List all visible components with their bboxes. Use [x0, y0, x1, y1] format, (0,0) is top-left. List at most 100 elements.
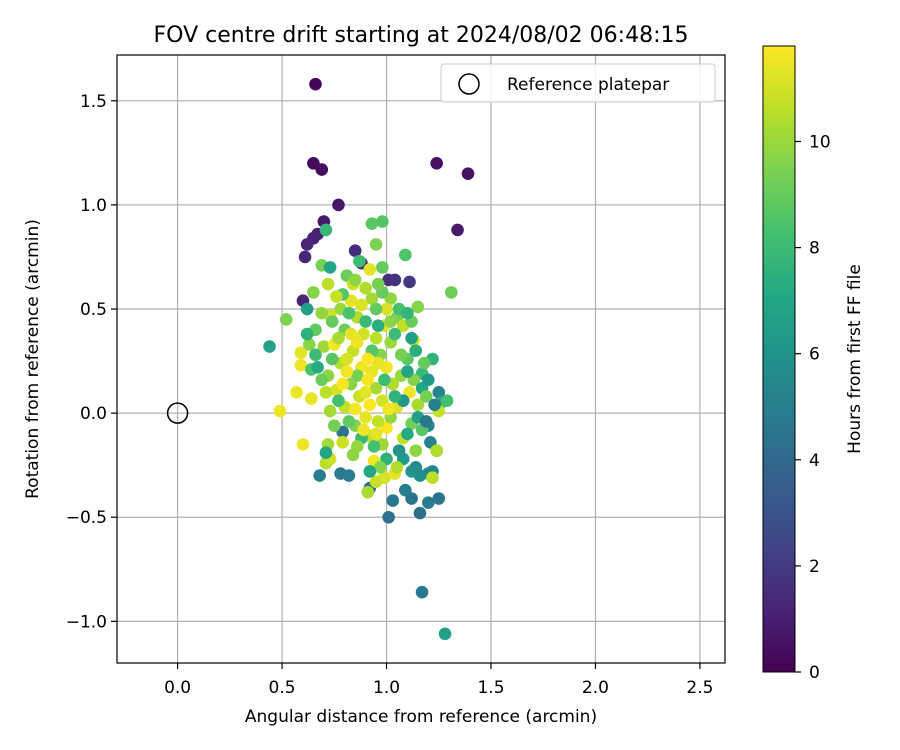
data-point [430, 444, 443, 457]
data-point [319, 386, 333, 399]
plot-frame [116, 54, 726, 664]
data-point [438, 627, 452, 641]
legend-marker-icon [458, 73, 480, 95]
colorbar-tick-label: 4 [809, 451, 820, 471]
data-point [348, 244, 362, 258]
colorbar-tick-label: 10 [809, 132, 831, 152]
data-point [367, 440, 381, 453]
data-point [382, 510, 395, 524]
data-point [363, 465, 377, 478]
data-point [350, 440, 364, 453]
data-point [401, 306, 414, 320]
data-point [319, 446, 333, 459]
data-point [309, 77, 322, 91]
y-tick-label: 0.5 [80, 300, 107, 320]
colorbar-label: Hours from first FF file [845, 264, 865, 454]
colorbar-tick-label: 2 [809, 557, 820, 577]
data-point [363, 398, 377, 412]
data-point [321, 277, 335, 291]
data-point [392, 444, 406, 457]
data-point [384, 315, 398, 328]
data-point [317, 340, 331, 353]
data-point [273, 404, 287, 418]
legend-box [440, 63, 716, 103]
colorbar-tick-label: 6 [809, 345, 820, 365]
data-point [426, 471, 439, 484]
data-point [422, 373, 435, 387]
data-point [363, 263, 377, 276]
data-point [294, 346, 308, 360]
data-point [401, 365, 414, 378]
data-point [359, 386, 372, 399]
data-point [300, 302, 314, 316]
data-point [461, 167, 475, 180]
data-point [417, 356, 431, 370]
data-point [394, 348, 408, 362]
x-tick-label: 0.5 [269, 678, 296, 698]
data-point [294, 358, 308, 372]
x-axis-label: Angular distance from reference (arcmin) [245, 707, 597, 727]
colorbar-tick-label: 0 [809, 663, 820, 683]
data-point [386, 494, 400, 507]
x-tick-label: 2.0 [582, 678, 609, 698]
data-point [342, 415, 356, 428]
data-point [365, 217, 379, 230]
data-point [369, 381, 383, 395]
data-point [332, 394, 345, 407]
y-tick-label: −1.0 [66, 612, 107, 632]
data-point [300, 238, 314, 251]
data-point [388, 327, 402, 341]
colorbar-ticks: 0 2 4 6 8 10 [795, 132, 831, 683]
data-point [313, 469, 326, 482]
data-point [300, 327, 314, 341]
data-point [432, 386, 446, 399]
colorbar [762, 45, 796, 673]
x-axis-ticks: 0.0 0.5 1.0 1.5 2.0 2.5 [164, 663, 713, 698]
data-point [315, 163, 329, 176]
data-point [315, 306, 329, 320]
data-point [430, 156, 443, 170]
data-point [371, 415, 385, 428]
data-point [323, 404, 337, 418]
data-point [309, 348, 322, 362]
chart-title: FOV centre drift starting at 2024/08/02 … [154, 23, 689, 48]
data-point [361, 352, 375, 366]
data-point [336, 377, 349, 391]
x-tick-label: 1.5 [477, 678, 504, 698]
data-point [444, 286, 458, 299]
data-point [323, 261, 337, 274]
data-point [340, 365, 354, 378]
data-point [382, 402, 395, 416]
x-tick-label: 1.0 [373, 678, 400, 698]
data-point [348, 273, 362, 287]
data-point [311, 361, 324, 374]
data-point [365, 292, 379, 305]
y-tick-label: 1.0 [80, 196, 107, 216]
data-point [325, 315, 339, 328]
data-point [419, 415, 433, 428]
data-point [376, 215, 389, 228]
data-point [419, 390, 433, 403]
data-point [340, 352, 354, 366]
legend: Reference platepar [440, 63, 716, 103]
data-point [403, 275, 416, 289]
colorbar-tick-label: 8 [809, 239, 820, 259]
data-point [409, 444, 423, 457]
data-point [307, 286, 320, 299]
data-point [330, 290, 343, 303]
data-point [290, 386, 303, 399]
data-point [409, 460, 423, 474]
data-point [332, 331, 345, 345]
data-point [369, 427, 383, 441]
data-point [371, 356, 385, 370]
data-point [359, 315, 372, 328]
data-point [409, 344, 423, 357]
y-tick-label: −0.5 [66, 508, 107, 528]
data-point [263, 340, 276, 353]
data-point [359, 411, 372, 424]
data-point [432, 492, 446, 505]
data-point [315, 373, 329, 387]
data-point [342, 306, 356, 320]
reference-platepar-marker [166, 402, 189, 424]
